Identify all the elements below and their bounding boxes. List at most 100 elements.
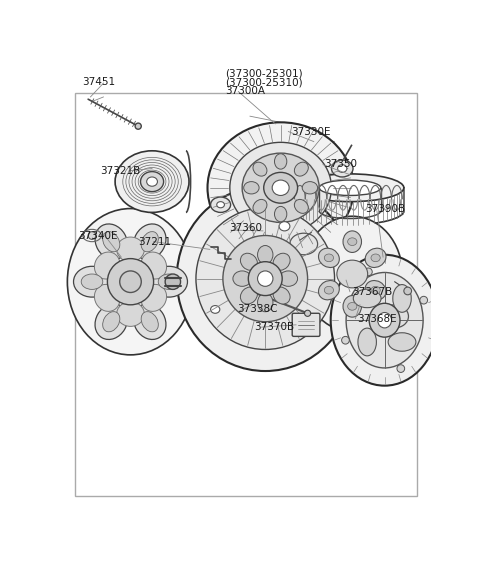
Ellipse shape xyxy=(141,231,158,252)
Ellipse shape xyxy=(158,274,180,289)
Text: 37338C: 37338C xyxy=(237,304,277,314)
Ellipse shape xyxy=(279,271,298,286)
Ellipse shape xyxy=(369,303,400,337)
Ellipse shape xyxy=(343,296,361,317)
Ellipse shape xyxy=(319,280,339,300)
Ellipse shape xyxy=(151,266,188,297)
Text: 37350: 37350 xyxy=(324,159,358,169)
Ellipse shape xyxy=(103,312,120,332)
Ellipse shape xyxy=(95,285,120,311)
Ellipse shape xyxy=(108,259,154,305)
Ellipse shape xyxy=(141,171,164,192)
Ellipse shape xyxy=(290,233,318,255)
Ellipse shape xyxy=(331,255,439,386)
Ellipse shape xyxy=(141,285,167,311)
Ellipse shape xyxy=(365,280,386,300)
Ellipse shape xyxy=(378,312,392,328)
Ellipse shape xyxy=(67,209,193,355)
Circle shape xyxy=(404,287,411,295)
Ellipse shape xyxy=(95,252,120,279)
Ellipse shape xyxy=(258,293,273,312)
Ellipse shape xyxy=(141,252,167,279)
Ellipse shape xyxy=(223,236,308,322)
Ellipse shape xyxy=(242,153,319,223)
Ellipse shape xyxy=(381,305,408,328)
Ellipse shape xyxy=(117,237,144,262)
Ellipse shape xyxy=(302,182,318,194)
Ellipse shape xyxy=(81,274,103,289)
Ellipse shape xyxy=(204,301,226,318)
Ellipse shape xyxy=(211,197,230,212)
Ellipse shape xyxy=(165,274,180,289)
Ellipse shape xyxy=(133,304,166,339)
Ellipse shape xyxy=(115,151,189,212)
Bar xyxy=(75,93,417,496)
Ellipse shape xyxy=(324,286,334,294)
Ellipse shape xyxy=(117,302,144,326)
Circle shape xyxy=(88,231,96,240)
Ellipse shape xyxy=(332,160,353,177)
Circle shape xyxy=(304,310,311,317)
Ellipse shape xyxy=(253,162,267,176)
Ellipse shape xyxy=(253,199,267,213)
Ellipse shape xyxy=(217,202,225,208)
Ellipse shape xyxy=(296,174,404,202)
Ellipse shape xyxy=(273,287,290,304)
Text: 37211: 37211 xyxy=(138,237,171,247)
Ellipse shape xyxy=(133,224,166,259)
Text: 37360: 37360 xyxy=(229,223,262,233)
Ellipse shape xyxy=(211,305,220,313)
Ellipse shape xyxy=(294,162,308,176)
Ellipse shape xyxy=(343,231,361,252)
Text: 37330E: 37330E xyxy=(291,127,330,136)
Ellipse shape xyxy=(233,271,252,286)
Ellipse shape xyxy=(258,271,273,286)
Text: (37300-25301): (37300-25301) xyxy=(225,69,303,79)
Text: 37368E: 37368E xyxy=(357,314,396,324)
Circle shape xyxy=(397,365,405,373)
Circle shape xyxy=(420,296,428,304)
Text: 37340E: 37340E xyxy=(78,230,118,241)
FancyBboxPatch shape xyxy=(292,313,320,336)
Ellipse shape xyxy=(135,123,141,129)
Ellipse shape xyxy=(177,186,354,371)
Ellipse shape xyxy=(319,180,381,195)
Ellipse shape xyxy=(337,260,368,288)
Ellipse shape xyxy=(272,180,289,195)
Ellipse shape xyxy=(319,248,339,268)
Ellipse shape xyxy=(275,206,287,222)
Ellipse shape xyxy=(147,177,157,186)
Ellipse shape xyxy=(348,303,357,310)
Ellipse shape xyxy=(196,208,335,349)
Ellipse shape xyxy=(275,154,287,169)
Ellipse shape xyxy=(294,199,308,213)
Ellipse shape xyxy=(371,286,380,294)
Ellipse shape xyxy=(302,216,402,332)
Ellipse shape xyxy=(103,231,120,252)
Ellipse shape xyxy=(244,182,259,194)
Ellipse shape xyxy=(393,285,411,312)
Ellipse shape xyxy=(346,272,423,368)
Ellipse shape xyxy=(371,254,380,262)
Ellipse shape xyxy=(348,238,357,245)
Text: 37367B: 37367B xyxy=(352,287,393,297)
Ellipse shape xyxy=(73,266,110,297)
Ellipse shape xyxy=(358,328,376,356)
Ellipse shape xyxy=(120,271,141,293)
Ellipse shape xyxy=(264,173,298,203)
Circle shape xyxy=(364,268,372,276)
Text: 37300A: 37300A xyxy=(225,86,265,96)
Ellipse shape xyxy=(95,304,128,339)
Ellipse shape xyxy=(337,164,347,173)
Ellipse shape xyxy=(240,287,257,304)
Ellipse shape xyxy=(272,216,297,236)
Ellipse shape xyxy=(273,253,290,271)
Text: (37300-25310): (37300-25310) xyxy=(225,78,303,87)
Ellipse shape xyxy=(279,222,290,231)
Circle shape xyxy=(342,336,349,344)
Ellipse shape xyxy=(240,253,257,271)
Ellipse shape xyxy=(353,289,381,308)
Ellipse shape xyxy=(258,245,273,264)
Text: 37451: 37451 xyxy=(82,76,115,86)
Ellipse shape xyxy=(141,312,158,332)
